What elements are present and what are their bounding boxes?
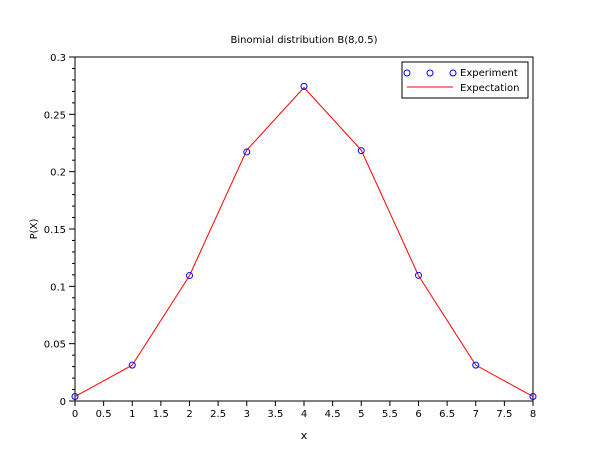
y-tick-label: 0.1 [50,282,66,293]
y-tick-label: 0.25 [44,110,66,121]
legend-marker-experiment [426,69,434,77]
expectation-line [74,86,534,397]
x-tick-label: 7 [473,409,479,420]
x-tick-label: 4 [301,409,307,420]
x-tick-label: 8 [530,409,536,420]
chart-title: Binomial distribution B(8,0.5) [231,35,378,46]
x-tick-label: 6.5 [439,409,455,420]
experiment-point [71,393,79,401]
x-axis-label: x [301,429,308,442]
x-tick-label: 5.5 [382,409,398,420]
x-tick-label: 0.5 [96,409,112,420]
x-tick-label: 1 [129,409,135,420]
x-tick-label: 6 [415,409,421,420]
legend: Experiment Expectation [401,61,529,99]
x-tick-label: 0 [72,409,78,420]
x-tick-label: 5 [358,409,364,420]
x-tick-label: 3.5 [267,409,283,420]
y-tick-label: 0.05 [44,340,66,351]
y-tick-label: 0.3 [50,53,66,64]
x-tick-label: 7.5 [496,409,512,420]
x-tick-label: 2 [186,409,192,420]
y-axis-label: P(X) [29,219,40,240]
plot-frame [74,56,534,402]
x-tick-label: 3 [244,409,250,420]
x-tick-label: 1.5 [153,409,169,420]
y-tick-label: 0.15 [44,225,66,236]
x-tick-label: 2.5 [210,409,226,420]
experiment-point [243,148,251,156]
y-tick-label: 0 [60,397,66,408]
x-tick-label: 4.5 [325,409,341,420]
legend-label-experiment: Experiment [460,68,518,79]
experiment-point [529,393,537,401]
experiment-point [128,361,136,369]
experiment-point [186,272,193,280]
experiment-point [300,82,308,90]
axes: 0 0.5 1 1.5 2 2.5 3 3.5 4 4.5 5 5.5 6 6.5 7 7.5 8 0 0.05 0.… [44,53,536,420]
experiment-point [472,361,480,369]
legend-marker-experiment [449,69,457,77]
legend-label-expectation: Expectation [460,83,519,94]
experiment-point [415,271,422,279]
plot-area [71,82,537,401]
experiment-point [357,147,365,155]
legend-box [401,61,529,99]
y-tick-label: 0.2 [50,168,66,179]
legend-marker-experiment [403,69,411,77]
